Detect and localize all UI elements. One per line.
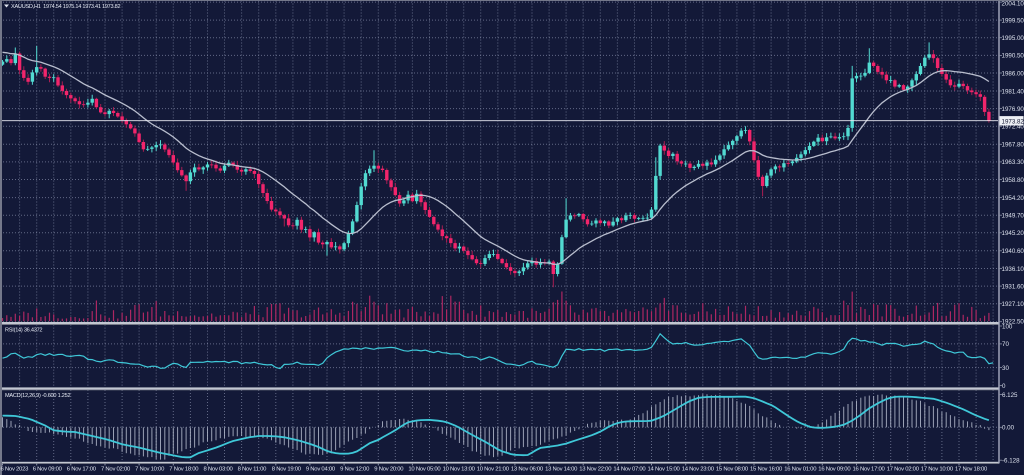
- svg-text:7 Nov 02:00: 7 Nov 02:00: [101, 466, 131, 472]
- svg-text:1954.20: 1954.20: [1002, 195, 1024, 202]
- svg-text:1973.82: 1973.82: [1002, 118, 1024, 125]
- svg-text:10 Nov 13:00: 10 Nov 13:00: [443, 466, 476, 472]
- svg-text:13 Nov 06:00: 13 Nov 06:00: [511, 466, 544, 472]
- svg-text:6 Nov 17:00: 6 Nov 17:00: [67, 466, 97, 472]
- svg-text:2004.10: 2004.10: [1002, 1, 1024, 8]
- svg-text:1940.60: 1940.60: [1002, 248, 1024, 255]
- svg-text:70: 70: [1002, 341, 1009, 348]
- svg-text:13 Nov 22:00: 13 Nov 22:00: [579, 466, 612, 472]
- svg-text:1976.90: 1976.90: [1002, 106, 1024, 113]
- svg-text:1927.10: 1927.10: [1002, 301, 1024, 308]
- svg-text:8 Nov 11:00: 8 Nov 11:00: [238, 466, 268, 472]
- svg-text:15 Nov 08:00: 15 Nov 08:00: [716, 466, 749, 472]
- svg-text:1949.70: 1949.70: [1002, 213, 1024, 220]
- svg-text:13 Nov 14:00: 13 Nov 14:00: [545, 466, 578, 472]
- svg-text:0.00: 0.00: [1002, 425, 1015, 432]
- svg-text:10 Nov 05:00: 10 Nov 05:00: [408, 466, 441, 472]
- svg-text:1958.80: 1958.80: [1002, 177, 1024, 184]
- svg-text:9 Nov 20:00: 9 Nov 20:00: [374, 466, 404, 472]
- svg-text:17 Nov 02:00: 17 Nov 02:00: [887, 466, 920, 472]
- svg-text:1936.10: 1936.10: [1002, 266, 1024, 273]
- svg-text:1967.80: 1967.80: [1002, 142, 1024, 149]
- svg-text:14 Nov 07:00: 14 Nov 07:00: [613, 466, 646, 472]
- svg-text:14 Nov 23:00: 14 Nov 23:00: [682, 466, 715, 472]
- svg-text:100: 100: [1002, 323, 1013, 330]
- svg-text:1986.00: 1986.00: [1002, 70, 1024, 77]
- svg-text:1999.50: 1999.50: [1002, 17, 1024, 24]
- svg-text:6.125: 6.125: [1002, 392, 1018, 399]
- svg-text:-6.128: -6.128: [1002, 458, 1020, 465]
- svg-text:1990.50: 1990.50: [1002, 53, 1024, 60]
- svg-text:1963.30: 1963.30: [1002, 159, 1024, 166]
- svg-text:16 Nov 17:00: 16 Nov 17:00: [853, 466, 886, 472]
- svg-text:1945.20: 1945.20: [1002, 230, 1024, 237]
- svg-text:6 Nov 2023: 6 Nov 2023: [1, 466, 30, 472]
- svg-text:15 Nov 16:00: 15 Nov 16:00: [750, 466, 783, 472]
- svg-text:1922.50: 1922.50: [1002, 318, 1024, 325]
- svg-text:RSI(14) 36.4372: RSI(14) 36.4372: [5, 328, 42, 334]
- svg-text:9 Nov 12:00: 9 Nov 12:00: [340, 466, 370, 472]
- svg-text:16 Nov 01:00: 16 Nov 01:00: [784, 466, 817, 472]
- svg-text:14 Nov 15:00: 14 Nov 15:00: [648, 466, 681, 472]
- svg-text:17 Nov 10:00: 17 Nov 10:00: [921, 466, 954, 472]
- svg-text:MACD(12,26,9) -0.600 1.252: MACD(12,26,9) -0.600 1.252: [5, 393, 70, 399]
- svg-text:1995.00: 1995.00: [1002, 35, 1024, 42]
- svg-text:7 Nov 18:00: 7 Nov 18:00: [169, 466, 199, 472]
- svg-text:7 Nov 10:00: 7 Nov 10:00: [135, 466, 165, 472]
- svg-text:10 Nov 21:00: 10 Nov 21:00: [477, 466, 510, 472]
- svg-text:1972.40: 1972.40: [1002, 124, 1024, 131]
- svg-text:0: 0: [1002, 383, 1006, 390]
- svg-text:8 Nov 19:00: 8 Nov 19:00: [272, 466, 302, 472]
- svg-text:16 Nov 09:00: 16 Nov 09:00: [818, 466, 851, 472]
- svg-text:17 Nov 18:00: 17 Nov 18:00: [955, 466, 988, 472]
- svg-text:8 Nov 03:00: 8 Nov 03:00: [204, 466, 234, 472]
- svg-text:9 Nov 04:00: 9 Nov 04:00: [306, 466, 336, 472]
- svg-text:30: 30: [1002, 365, 1009, 372]
- svg-text:XAUUSD,H1 1974.54 1975.14 197: XAUUSD,H1 1974.54 1975.14 1973.41 1973.8…: [11, 4, 120, 10]
- svg-text:6 Nov 09:00: 6 Nov 09:00: [33, 466, 63, 472]
- svg-text:1981.40: 1981.40: [1002, 88, 1024, 95]
- svg-text:1931.60: 1931.60: [1002, 283, 1024, 290]
